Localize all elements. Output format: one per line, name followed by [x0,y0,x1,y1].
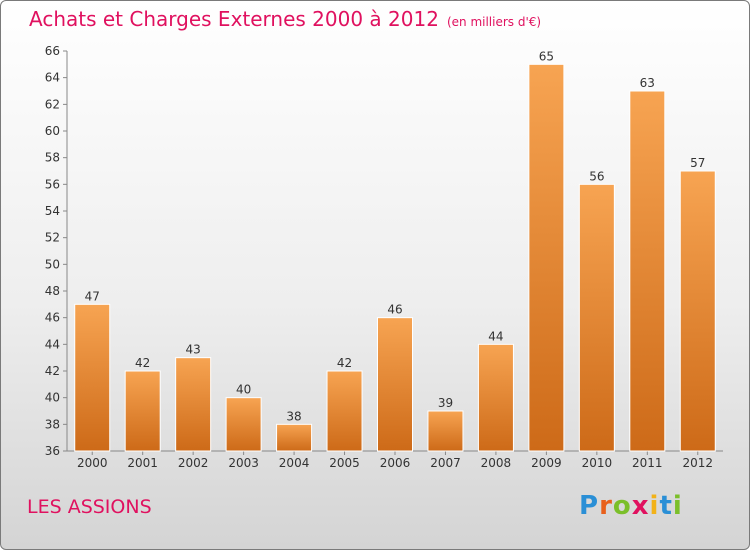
value-label-2001: 42 [135,356,150,370]
value-label-2002: 43 [186,343,201,357]
x-tick-label-2007: 2007 [430,456,461,470]
bar-2007 [427,410,464,452]
y-tick-label: 50 [45,257,60,271]
y-tick-label: 46 [45,311,60,325]
bar-2003 [225,397,262,452]
x-tick-label-2005: 2005 [329,456,360,470]
logo-letter: r [599,491,613,521]
logo-letter: x [631,491,650,521]
x-tick-label-2010: 2010 [582,456,613,470]
value-label-2012: 57 [690,156,705,170]
bar-2009 [528,63,565,452]
bar-2002 [175,357,212,452]
logo-letter: o [612,491,632,521]
x-tick-label-2008: 2008 [481,456,512,470]
logo-letter: t [659,491,673,521]
y-tick-label: 62 [45,97,60,111]
x-tick-label-2011: 2011 [632,456,663,470]
axes: 36 38 40 42 44 46 48 50 52 54 56 58 60 62 64 66 2000 2001… [45,44,723,470]
x-tick-label-2009: 2009 [531,456,562,470]
place-name: LES ASSIONS [27,496,152,518]
y-tick-label: 42 [45,364,60,378]
value-label-2003: 40 [236,383,251,397]
chart-subtitle: (en milliers d'€) [446,15,542,29]
logo-letter: i [649,491,660,521]
bar-2000 [74,303,111,452]
bar-2004 [276,423,313,452]
logo-letter: i [672,491,683,521]
x-tick-label-2000: 2000 [77,456,108,470]
y-tick-label: 52 [45,231,60,245]
value-label-2008: 44 [488,329,503,343]
x-tick-label-2004: 2004 [279,456,310,470]
bar-2012 [679,170,716,452]
logo-letter: P [579,491,600,521]
value-label-2006: 46 [387,303,402,317]
y-tick-label: 56 [45,177,60,191]
bar-2010 [578,183,615,452]
value-label-2011: 63 [640,76,655,90]
value-labels: 47 42 43 40 38 42 46 39 44 65 56 63 57 [85,49,706,423]
proxiti-logo[interactable]: Proxiti [579,491,683,521]
x-tick-label-2012: 2012 [682,456,713,470]
bar-2011 [629,90,666,452]
value-label-2009: 65 [539,49,554,63]
value-label-2010: 56 [589,169,604,183]
y-tick-label: 66 [45,44,60,58]
y-tick-label: 48 [45,284,60,298]
y-tick-label: 40 [45,391,60,405]
y-tick-label: 54 [45,204,60,218]
bar-2006 [377,317,413,452]
bar-2005 [326,370,363,452]
value-label-2004: 38 [286,409,301,423]
y-tick-label: 58 [45,151,60,165]
y-tick-label: 44 [45,337,60,351]
value-label-2005: 42 [337,356,352,370]
bar-2001 [124,370,161,452]
value-label-2007: 39 [438,396,453,410]
y-tick-label: 64 [45,71,60,85]
y-tick-label: 36 [45,444,60,458]
y-tick-label: 38 [45,417,60,431]
x-tick-label-2006: 2006 [380,456,411,470]
bar-2008 [477,343,514,452]
bars [74,63,716,452]
x-tick-label-2003: 2003 [228,456,259,470]
y-tick-label: 60 [45,124,60,138]
value-label-2000: 47 [85,289,100,303]
chart-title: Achats et Charges Externes 2000 à 2012 (e… [29,7,542,31]
x-tick-label-2001: 2001 [127,456,158,470]
x-tick-label-2002: 2002 [178,456,209,470]
